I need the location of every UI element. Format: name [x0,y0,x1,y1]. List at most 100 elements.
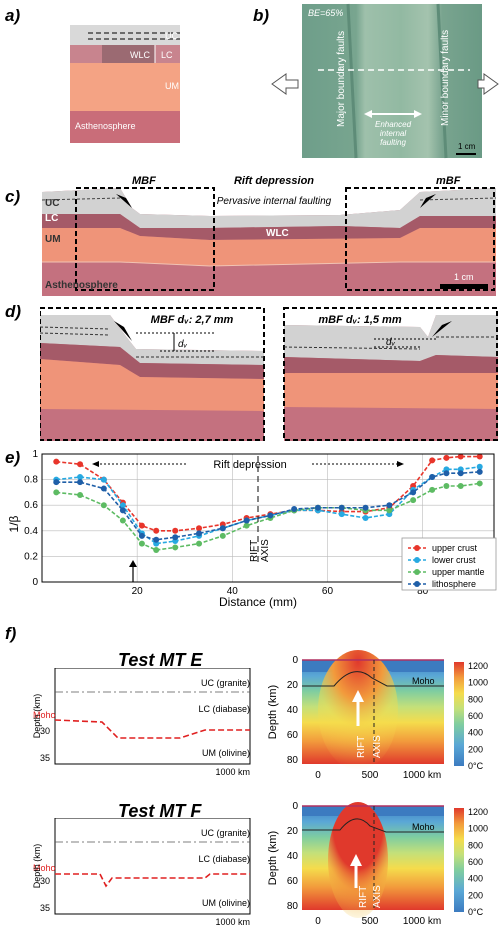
colorbar-tick-label: 200 [468,744,483,754]
data-point [386,507,393,514]
data-point [362,515,369,521]
test-f-ytick-35: 35 [40,903,50,913]
um-layer [70,63,180,111]
data-point [138,522,145,529]
y-tick-label: 0.6 [24,500,38,511]
chart-frame [41,453,495,583]
c-mbf-minor: mBF [436,175,461,187]
panel-b-photo: BE=65% Major boundary faults Minor bound… [271,3,499,159]
test-f-rift-text: RIFT [358,886,369,908]
colorbar-tick-label: 600 [468,711,483,721]
test-e-map-y0: 0 [292,655,298,666]
colorbar-tick-label: 800 [468,694,483,704]
c-asthenosphere: Asthenosphere [45,280,118,291]
data-point [172,527,179,534]
test-f-map-x0: 0 [315,916,321,927]
panel-e-label: e) [5,448,21,467]
panel-b-label: b) [253,6,270,25]
test-e-um: UM (olivine) [202,748,250,758]
test-e-map-y60: 60 [287,730,299,741]
data-point [476,480,483,487]
a-uc-text: UC [165,31,178,41]
data-point [153,527,160,534]
data-point [457,453,464,460]
legend-label: upper crust [432,543,478,553]
test-f-colorbar [454,808,464,912]
test-f-um: UM (olivine) [202,898,250,908]
test-f-ylabel: Depth (km) [32,844,42,889]
data-point [100,502,107,509]
colorbar-tick-label: 400 [468,874,483,884]
test-e-rift-text: RIFT [356,736,367,758]
test-e-profile: UC (granite) LC (diabase) UM (olivine) M… [32,668,251,777]
x-tick-label: 20 [132,586,144,597]
b-scale-text: 1 cm [458,142,476,151]
b-be-text: BE=65% [308,8,343,18]
legend-marker [414,581,420,587]
test-f-map-x1000: 1000 km [403,916,441,927]
test-e-map-y20: 20 [287,680,299,691]
test-f-map-y40: 40 [287,851,299,862]
colorbar-tick-label: 1200 [468,661,488,671]
test-f-map-y60: 60 [287,876,299,887]
data-point [476,453,483,460]
c-um: UM [45,234,61,245]
colorbar-tick-label: 1200 [468,807,488,817]
data-point [119,507,126,514]
test-f-moho-map: Moho [412,822,435,832]
b-enhanced-3: faulting [380,138,406,147]
colorbar-tick-label: 1000 [468,824,488,834]
data-point [243,517,250,524]
test-e-uc: UC (granite) [201,678,250,688]
data-point [410,489,417,496]
data-point [196,530,203,537]
b-minor-faults: Minor boundary faults [440,30,451,126]
d-right-dv: dᵥ [386,337,396,348]
panel-c-label: c) [5,187,21,206]
test-e-thermal-map: Moho RIFT AXIS Depth (km) 0 20 40 60 80 … [267,650,488,781]
panel-f-label: f) [5,624,17,643]
c-pervasive: Pervasive internal faulting [217,196,332,207]
test-e-axis-text: AXIS [372,735,383,758]
c-lc: LC [45,213,58,224]
x-tick-label: 80 [417,586,429,597]
test-f-map-ylabel: Depth (km) [267,831,279,885]
c-scale: 1 cm [454,272,474,282]
legend-label: upper mantle [432,567,485,577]
colorbar-tick-label: 600 [468,857,483,867]
a-lc-text: LC [161,50,173,60]
test-e-title: Test MT E [118,650,203,670]
data-point [77,479,84,486]
panel-a-diagram: UC WLC LC UM Asthenosphere [70,25,180,143]
data-point [443,454,450,461]
y-tick-label: 0 [32,577,38,588]
data-point [457,470,464,477]
data-point [410,497,417,504]
test-f-map-x500: 500 [362,916,379,927]
data-point [196,540,203,547]
data-point [100,485,107,492]
test-f-axis-text: AXIS [372,885,383,908]
data-point [476,463,483,470]
b-enhanced-1: Enhanced [375,120,412,129]
y-tick-label: 0.2 [24,551,38,562]
right-arrow-icon [477,73,499,95]
legend-label: lower crust [432,555,476,565]
data-point [314,504,321,511]
a-wlc-text: WLC [130,50,151,60]
colorbar-tick-label: 400 [468,728,483,738]
data-point [53,479,60,486]
data-point [196,525,203,532]
test-e-lc: LC (diabase) [198,704,250,714]
data-point [138,532,145,539]
left-arrow-icon [271,73,299,95]
series-upper-mantle [53,480,483,553]
legend-marker [414,545,420,551]
data-point [119,517,126,524]
test-e-moho-map: Moho [412,676,435,686]
panel-d-label: d) [5,302,22,321]
rift-axis-text-1: RIFT [249,540,260,562]
asthenosphere-layer [70,111,180,143]
x-axis-label: Distance (mm) [219,595,297,609]
data-point [362,504,369,511]
